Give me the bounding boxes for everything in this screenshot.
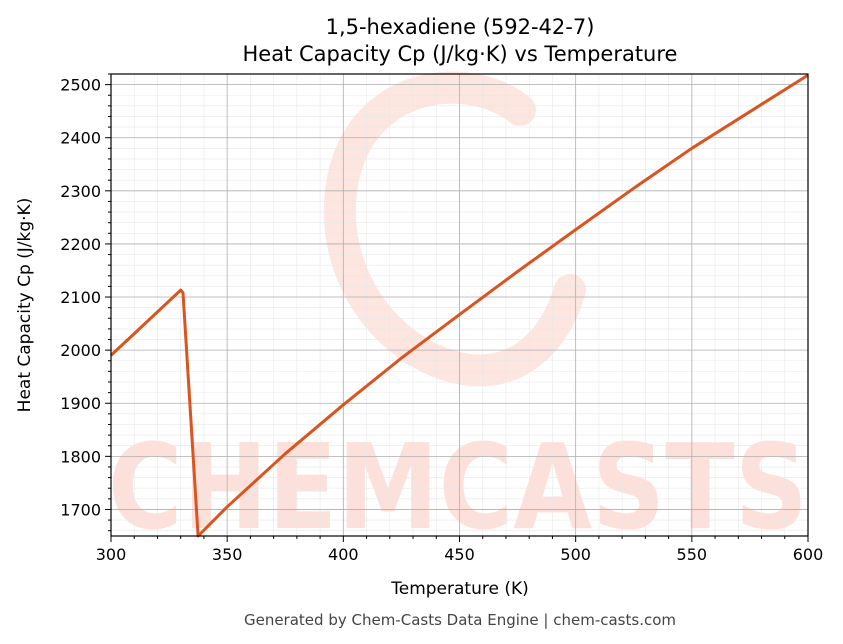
- y-tick-label: 2100: [60, 288, 101, 307]
- x-tick-label: 550: [677, 545, 708, 564]
- chart-title: 1,5-hexadiene (592-42-7): [326, 15, 595, 39]
- series-line-heat-capacity: [109, 73, 809, 538]
- x-tick-label: 450: [444, 545, 475, 564]
- y-axis: 1700 1800 1900 2000 2100 2200 2300 2400 2500: [60, 73, 111, 532]
- chart-subtitle: Heat Capacity Cp (J/kg·K) vs Temperature: [243, 42, 678, 66]
- x-tick-label: 300: [96, 545, 127, 564]
- y-tick-label: 2400: [60, 129, 101, 148]
- major-grid: [110, 74, 809, 536]
- x-axis: 300 350 400 450 500 550 600: [96, 536, 824, 564]
- y-tick-label: 2000: [60, 341, 101, 360]
- y-tick-label: 1700: [60, 500, 101, 519]
- svg-text:CHEMCASTS: CHEMCASTS: [108, 418, 808, 556]
- series-layer: [109, 73, 809, 538]
- x-tick-label: 350: [212, 545, 243, 564]
- y-tick-label: 2300: [60, 182, 101, 201]
- x-tick-label: 500: [560, 545, 591, 564]
- x-tick-label: 600: [793, 545, 824, 564]
- chemcasts-watermark: CHEMCASTS: [108, 71, 808, 556]
- y-axis-label: Heat Capacity Cp (J/kg·K): [15, 198, 35, 413]
- y-tick-label: 1900: [60, 394, 101, 413]
- footer-credit: Generated by Chem-Casts Data Engine | ch…: [244, 611, 676, 629]
- x-axis-label: Temperature (K): [390, 579, 529, 599]
- y-tick-label: 2500: [60, 76, 101, 95]
- y-tick-label: 2200: [60, 235, 101, 254]
- y-tick-label: 1800: [60, 447, 101, 466]
- x-tick-label: 400: [328, 545, 359, 564]
